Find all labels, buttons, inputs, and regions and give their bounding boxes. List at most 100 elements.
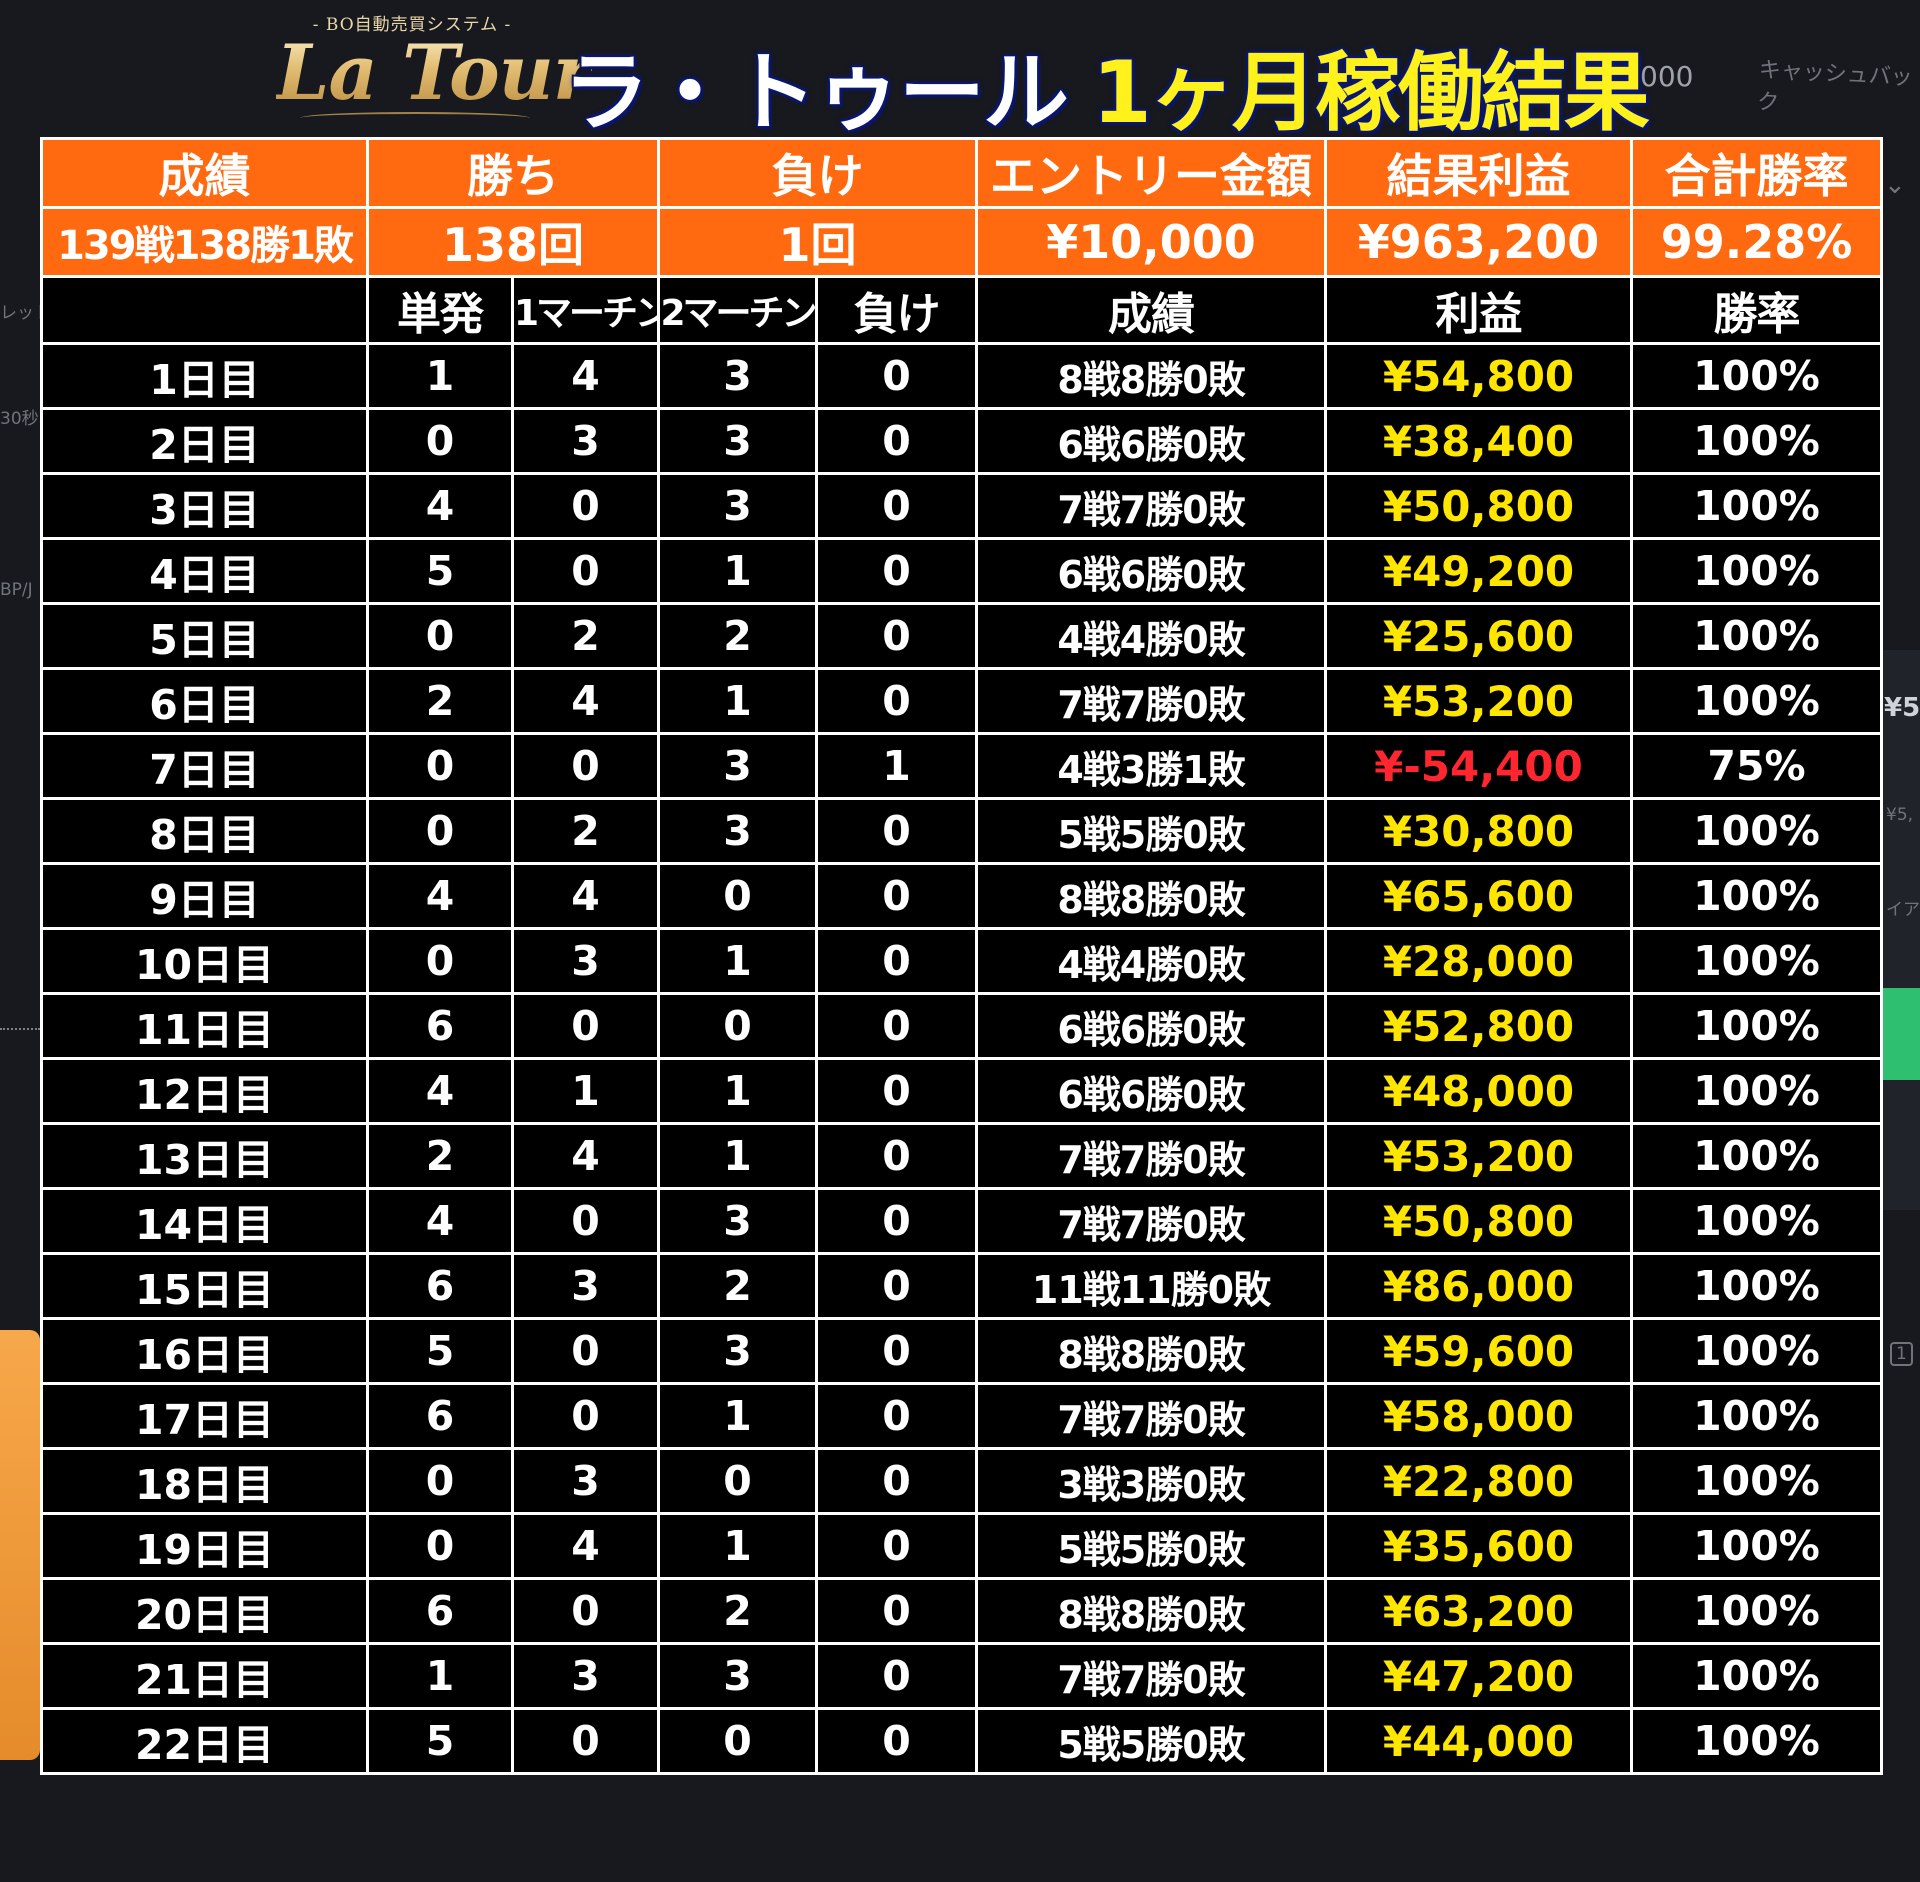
table-row: 21日目 1 3 3 0 7戦7勝0敗 ¥47,200 100% (40, 1642, 1883, 1710)
cell-day: 10日目 (40, 927, 369, 995)
cell-record: 7戦7勝0敗 (975, 472, 1327, 540)
table-row: 3日目 4 0 3 0 7戦7勝0敗 ¥50,800 100% (40, 472, 1883, 540)
cell-day: 15日目 (40, 1252, 369, 1320)
cell-day: 14日目 (40, 1187, 369, 1255)
cell-martin2: 3 (657, 1317, 818, 1385)
cell-day: 22日目 (40, 1707, 369, 1775)
table-row: 16日目 5 0 3 0 8戦8勝0敗 ¥59,600 100% (40, 1317, 1883, 1385)
cell-rate: 100% (1630, 1187, 1883, 1255)
cell-record: 4戦3勝1敗 (975, 732, 1327, 800)
cell-day: 7日目 (40, 732, 369, 800)
cell-single: 6 (366, 1382, 514, 1450)
cell-rate: 100% (1630, 472, 1883, 540)
cell-loss: 0 (815, 1317, 978, 1385)
cell-loss: 0 (815, 1642, 978, 1710)
cell-profit: ¥54,800 (1324, 342, 1633, 410)
cell-rate: 100% (1630, 537, 1883, 605)
cell-day: 21日目 (40, 1642, 369, 1710)
cell-profit: ¥22,800 (1324, 1447, 1633, 1515)
cell-record: 5戦5勝0敗 (975, 797, 1327, 865)
cell-record: 8戦8勝0敗 (975, 342, 1327, 410)
cell-single: 1 (366, 1642, 514, 1710)
cell-martin1: 2 (511, 797, 660, 865)
summary-header-row: 成績 勝ち 負け エントリー金額 結果利益 合計勝率 (40, 137, 1883, 209)
cell-profit: ¥63,200 (1324, 1577, 1633, 1645)
cell-rate: 100% (1630, 797, 1883, 865)
table-row: 14日目 4 0 3 0 7戦7勝0敗 ¥50,800 100% (40, 1187, 1883, 1255)
cell-single: 5 (366, 1707, 514, 1775)
summary-wins: 138回 (366, 206, 660, 278)
cell-martin2: 1 (657, 1512, 818, 1580)
cell-profit: ¥50,800 (1324, 472, 1633, 540)
page-title-result: 1ヶ月稼働結果 (1092, 43, 1650, 143)
cell-loss: 0 (815, 1577, 978, 1645)
table-row: 19日目 0 4 1 0 5戦5勝0敗 ¥35,600 100% (40, 1512, 1883, 1580)
summary-losses: 1回 (657, 206, 978, 278)
cell-record: 7戦7勝0敗 (975, 1122, 1327, 1190)
summary-record: 139戦138勝1敗 (40, 206, 369, 278)
cell-profit: ¥-54,400 (1324, 732, 1633, 800)
cell-single: 2 (366, 1122, 514, 1190)
cell-martin2: 1 (657, 1122, 818, 1190)
cell-record: 3戦3勝0敗 (975, 1447, 1327, 1515)
cell-loss: 0 (815, 797, 978, 865)
summary-header-entry: エントリー金額 (975, 137, 1327, 209)
cell-martin1: 0 (511, 1187, 660, 1255)
cell-record: 8戦8勝0敗 (975, 1317, 1327, 1385)
cell-day: 9日目 (40, 862, 369, 930)
cell-profit: ¥35,600 (1324, 1512, 1633, 1580)
cell-loss: 1 (815, 732, 978, 800)
table-row: 10日目 0 3 1 0 4戦4勝0敗 ¥28,000 100% (40, 927, 1883, 995)
cell-rate: 100% (1630, 1057, 1883, 1125)
cell-rate: 100% (1630, 1382, 1883, 1450)
bg-right-label-2: ¥5, (1886, 805, 1914, 825)
cell-day: 2日目 (40, 407, 369, 475)
cell-rate: 100% (1630, 1707, 1883, 1775)
cell-day: 13日目 (40, 1122, 369, 1190)
cell-loss: 0 (815, 1252, 978, 1320)
cell-martin2: 2 (657, 1577, 818, 1645)
cell-martin1: 0 (511, 1577, 660, 1645)
chevron-down-icon: ⌄ (1884, 170, 1906, 200)
cell-loss: 0 (815, 1057, 978, 1125)
table-row: 12日目 4 1 1 0 6戦6勝0敗 ¥48,000 100% (40, 1057, 1883, 1125)
col-header-rate: 勝率 (1630, 275, 1883, 345)
col-header-martin1: 1マーチン (511, 275, 660, 345)
summary-total-rate: 99.28% (1630, 206, 1883, 278)
cell-single: 0 (366, 797, 514, 865)
cell-single: 1 (366, 342, 514, 410)
cell-day: 8日目 (40, 797, 369, 865)
header: - BO自動売買システム - La Tour ラ・トゥール 1ヶ月稼働結果 (0, 0, 1920, 143)
cell-loss: 0 (815, 992, 978, 1060)
cell-profit: ¥28,000 (1324, 927, 1633, 995)
cell-record: 11戦11勝0敗 (975, 1252, 1327, 1320)
cell-loss: 0 (815, 472, 978, 540)
cell-single: 0 (366, 732, 514, 800)
cell-martin2: 0 (657, 862, 818, 930)
cell-loss: 0 (815, 667, 978, 735)
bg-orange-panel (0, 1330, 40, 1760)
cell-record: 7戦7勝0敗 (975, 667, 1327, 735)
col-header-martin2: 2マーチン (657, 275, 818, 345)
bg-right-label-1: ¥5 (1884, 693, 1920, 723)
bg-dotted-line (0, 1028, 40, 1030)
cell-martin2: 3 (657, 407, 818, 475)
cell-martin1: 4 (511, 667, 660, 735)
cell-martin1: 3 (511, 1447, 660, 1515)
table-row: 5日目 0 2 2 0 4戦4勝0敗 ¥25,600 100% (40, 602, 1883, 670)
cell-loss: 0 (815, 1707, 978, 1775)
bg-text-000: 000 (1640, 60, 1694, 93)
cell-profit: ¥65,600 (1324, 862, 1633, 930)
cell-rate: 75% (1630, 732, 1883, 800)
cell-record: 6戦6勝0敗 (975, 407, 1327, 475)
table-row: 15日目 6 3 2 0 11戦11勝0敗 ¥86,000 100% (40, 1252, 1883, 1320)
cell-rate: 100% (1630, 342, 1883, 410)
cell-martin1: 4 (511, 342, 660, 410)
cell-record: 6戦6勝0敗 (975, 992, 1327, 1060)
column-header-row: 単発 1マーチン 2マーチン 負け 成績 利益 勝率 (40, 275, 1883, 345)
cell-martin1: 3 (511, 1252, 660, 1320)
cell-profit: ¥48,000 (1324, 1057, 1633, 1125)
cell-martin1: 0 (511, 732, 660, 800)
cell-profit: ¥47,200 (1324, 1642, 1633, 1710)
cell-loss: 0 (815, 862, 978, 930)
